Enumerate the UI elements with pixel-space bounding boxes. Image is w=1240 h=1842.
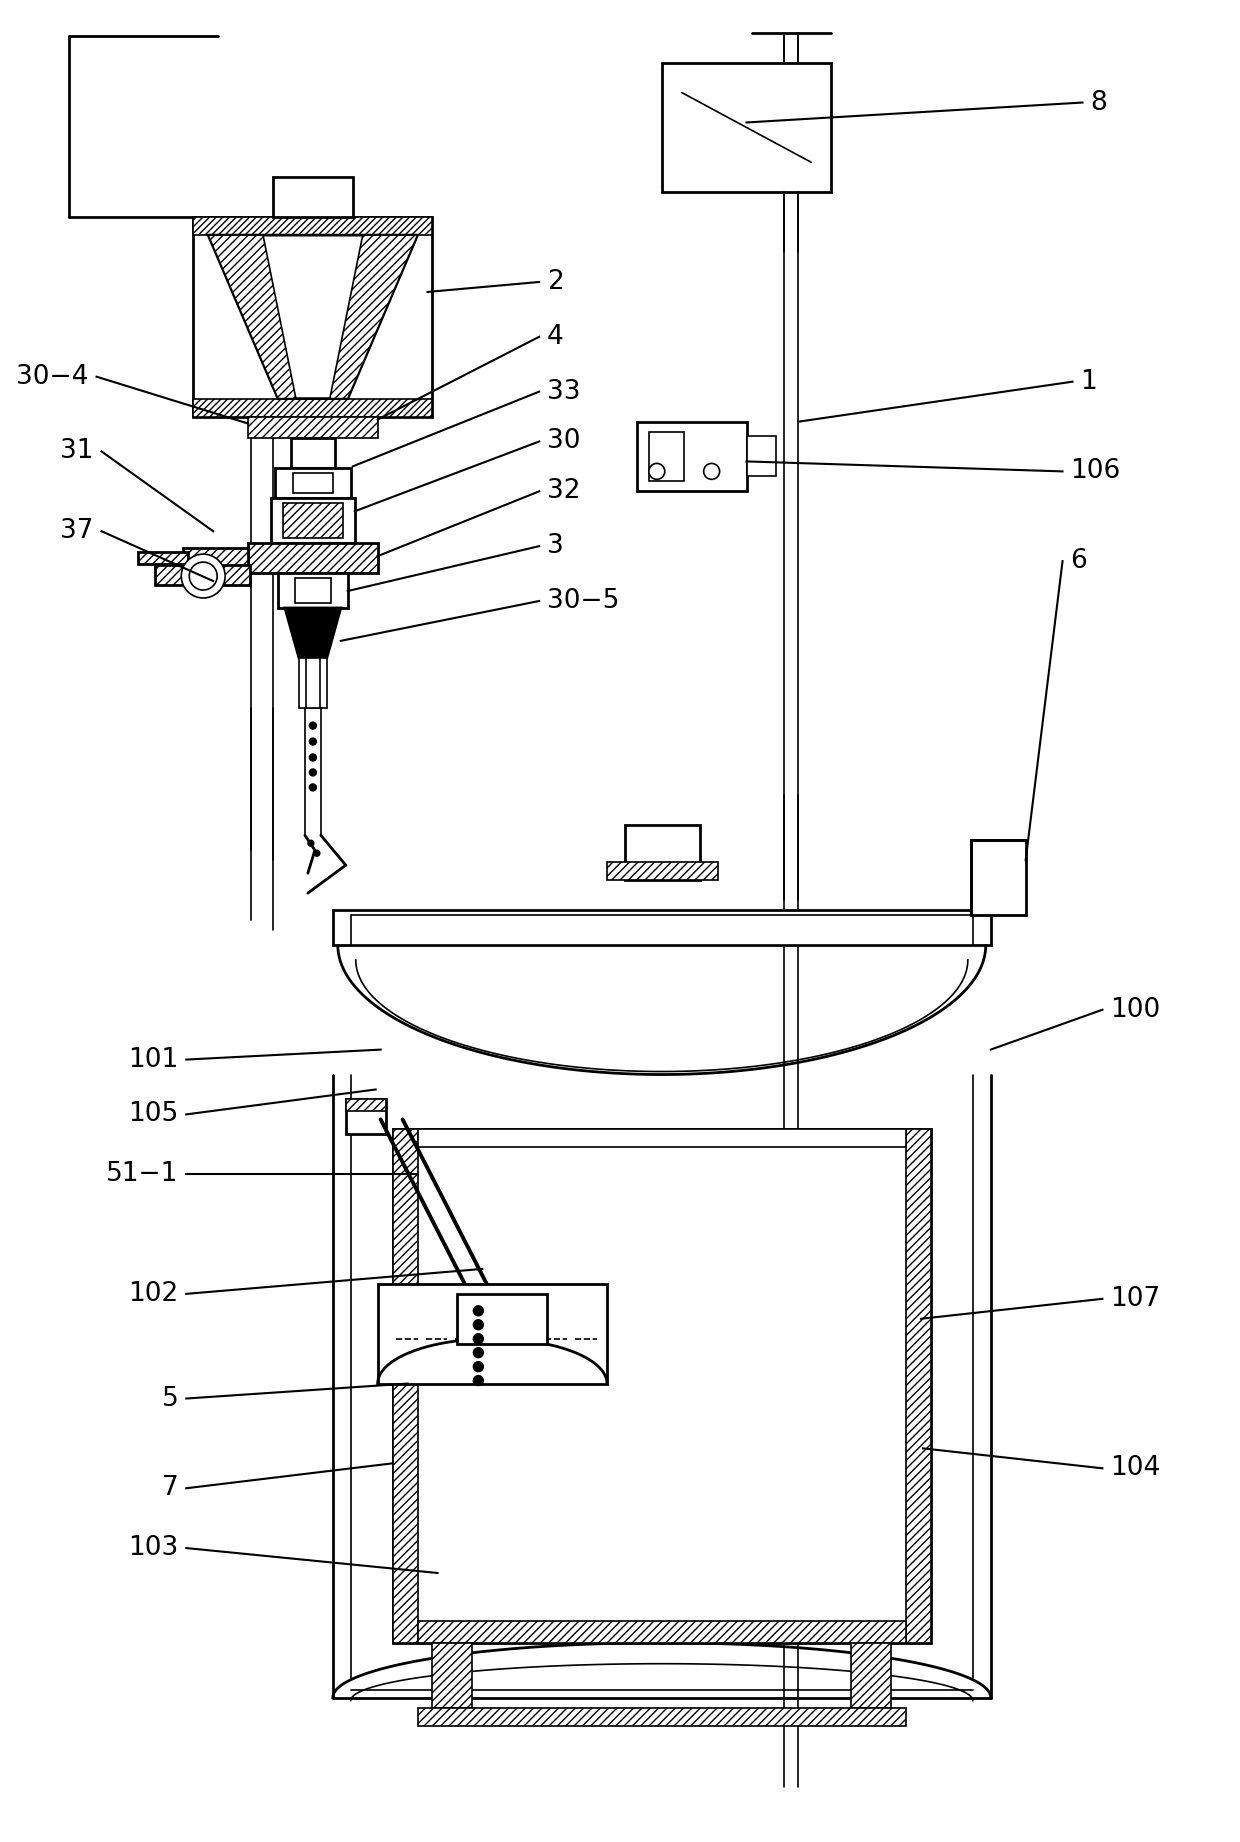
Bar [346,1100,386,1111]
Text: 5: 5 [161,1385,179,1411]
Bar [293,473,332,494]
Bar [248,543,378,573]
Circle shape [181,554,226,599]
Bar [193,217,433,236]
Bar [393,1129,418,1643]
Bar [637,422,746,492]
Bar [306,658,320,707]
Bar [746,437,776,477]
Text: 30: 30 [547,429,580,455]
Text: 31: 31 [60,438,93,464]
Bar [299,658,327,707]
Text: 37: 37 [60,518,93,543]
Circle shape [703,464,719,479]
Circle shape [309,785,316,790]
Bar [248,416,378,438]
Bar [393,1129,931,1643]
Text: 30−5: 30−5 [547,588,620,613]
Polygon shape [285,608,341,658]
Bar [851,1643,892,1708]
Text: 30−4: 30−4 [16,363,88,391]
Bar [291,438,335,468]
Bar [649,431,683,481]
Text: 101: 101 [128,1046,179,1072]
Text: 105: 105 [128,1102,179,1127]
Text: 4: 4 [547,324,564,350]
Text: 33: 33 [547,379,580,405]
Polygon shape [330,236,418,398]
Bar [283,503,342,538]
Circle shape [309,753,316,761]
Text: 106: 106 [1070,459,1121,484]
Text: 6: 6 [1070,549,1087,575]
Text: 32: 32 [547,479,580,505]
Bar [351,915,973,945]
Bar [346,1100,386,1135]
Bar [418,1708,906,1726]
Bar [606,862,718,880]
Bar [332,910,991,945]
Bar [272,499,355,543]
Circle shape [474,1348,484,1358]
Circle shape [474,1361,484,1372]
Polygon shape [208,236,418,398]
Bar [458,1293,547,1343]
Bar [378,1284,606,1383]
Bar [275,468,351,499]
Bar [295,578,331,602]
Bar [184,549,248,567]
Text: 103: 103 [128,1534,179,1560]
Bar [278,573,347,608]
Text: 2: 2 [547,269,564,295]
Text: 51−1: 51−1 [105,1160,179,1188]
Bar [971,840,1025,915]
Bar [418,1129,906,1148]
Circle shape [190,562,217,589]
Circle shape [474,1334,484,1343]
Circle shape [309,768,316,775]
Polygon shape [208,236,296,398]
Text: 102: 102 [128,1280,179,1306]
Circle shape [308,840,314,845]
Text: 107: 107 [1110,1286,1161,1312]
Text: 3: 3 [547,532,564,560]
Circle shape [474,1376,484,1385]
Circle shape [474,1306,484,1315]
Bar [418,1621,906,1643]
Text: 7: 7 [161,1475,179,1501]
Circle shape [314,851,320,857]
Circle shape [309,722,316,729]
Bar [193,398,433,416]
Bar [662,63,831,192]
Circle shape [649,464,665,479]
Bar [625,825,699,880]
Circle shape [309,739,316,744]
Text: 104: 104 [1110,1455,1161,1481]
Text: 1: 1 [1080,368,1097,394]
Bar [193,217,433,416]
Bar [155,565,250,586]
Text: 100: 100 [1110,997,1161,1022]
Bar [139,553,188,564]
Bar [433,1643,472,1708]
Text: 8: 8 [1090,90,1107,116]
Bar [906,1129,931,1643]
Bar [273,177,352,217]
Circle shape [474,1319,484,1330]
